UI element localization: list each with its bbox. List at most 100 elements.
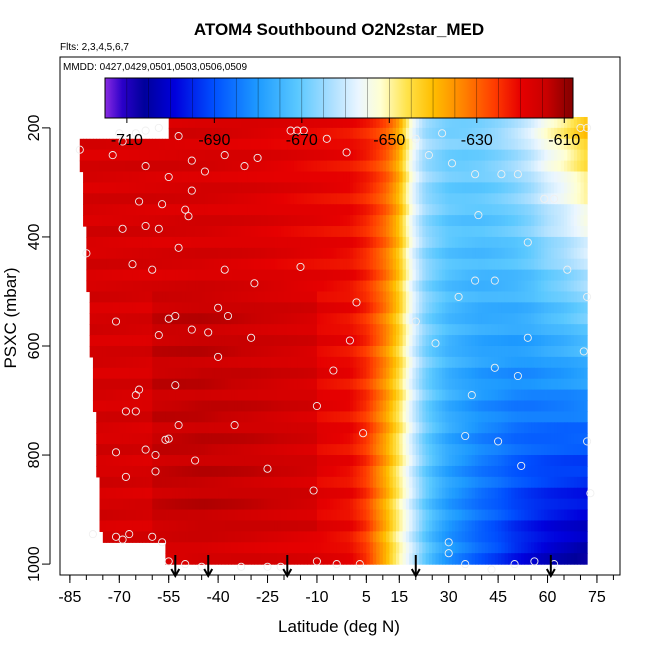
heatmap-cell [191,116,196,129]
heatmap-cell [583,335,588,347]
heatmap-cell [139,476,143,489]
heatmap-cell [560,389,565,402]
heatmap-cell [316,324,321,336]
heatmap-cell [468,465,473,478]
heatmap-cell [152,204,157,216]
heatmap-cell [300,149,305,162]
heatmap-cell [267,367,272,380]
heatmap-cell [142,313,147,325]
heatmap-cell [198,378,203,391]
heatmap-cell [468,269,473,282]
heatmap-cell [198,193,203,205]
heatmap-cell [168,422,173,434]
heatmap-cell [353,389,358,402]
heatmap-cell [191,269,196,282]
heatmap-cell [392,149,397,162]
heatmap-cell [125,422,130,434]
heatmap-cell [264,258,269,271]
heatmap-cell [547,324,552,336]
heatmap-cell [366,324,371,336]
heatmap-cell [386,313,391,325]
heatmap-cell [550,465,555,478]
heatmap-cell [583,138,588,151]
heatmap-cell [155,433,160,445]
heatmap-cell [145,313,150,325]
heatmap-cell [534,258,539,271]
heatmap-cell [228,171,232,184]
heatmap-cell [132,258,137,271]
heatmap-cell [310,280,315,293]
heatmap-cell [517,269,522,282]
heatmap-cell [224,367,229,380]
heatmap-cell [465,411,470,423]
heatmap-cell [511,465,516,478]
heatmap-cell [132,378,137,391]
heatmap-cell [191,422,196,434]
heatmap-cell [155,291,160,303]
heatmap-cell [461,160,466,173]
heatmap-cell [254,149,259,162]
heatmap-cell [264,356,269,369]
heatmap-cell [396,324,400,336]
heatmap-cell [343,378,348,391]
heatmap-cell [461,335,466,347]
heatmap-cell [458,367,463,380]
heatmap-cell [452,247,456,260]
heatmap-cell [211,215,216,227]
heatmap-cell [455,335,460,347]
heatmap-cell [445,258,450,271]
heatmap-cell [376,335,381,347]
heatmap-cell [399,215,404,227]
heatmap-cell [145,171,150,184]
heatmap-cell [86,171,91,184]
heatmap-cell [386,171,391,184]
heatmap-cell [363,247,367,260]
heatmap-cell [521,160,526,173]
heatmap-cell [214,313,219,325]
heatmap-cell [274,127,279,140]
heatmap-cell [109,171,114,184]
heatmap-cell [491,269,496,282]
heatmap-cell [567,280,572,293]
heatmap-cell [142,215,147,227]
heatmap-cell [356,345,361,358]
heatmap-cell [359,411,364,423]
heatmap-cell [254,236,259,249]
heatmap-cell [422,269,427,282]
heatmap-cell [465,247,470,260]
heatmap-cell [267,444,272,456]
heatmap-cell [287,411,292,423]
heatmap-cell [501,422,506,434]
heatmap-cell [396,149,400,162]
heatmap-cell [333,433,338,445]
heatmap-cell [521,400,526,413]
heatmap-cell [412,444,417,456]
heatmap-cell [504,258,509,271]
heatmap-cell [461,127,466,140]
heatmap-cell [580,160,585,173]
heatmap-cell [557,367,562,380]
heatmap-cell [514,193,519,205]
heatmap-cell [527,367,532,380]
heatmap-cell [284,204,288,216]
heatmap-cell [99,345,104,358]
heatmap-cell [465,236,470,249]
heatmap-cell [455,247,460,260]
heatmap-cell [287,367,292,380]
heatmap-cell [300,204,305,216]
heatmap-cell [313,247,318,260]
heatmap-cell [106,422,111,434]
heatmap-cell [310,302,315,314]
heatmap-cell [195,258,199,271]
heatmap-cell [316,182,321,194]
heatmap-cell [428,280,433,293]
heatmap-cell [195,455,199,467]
heatmap-cell [178,116,183,129]
heatmap-cell [494,138,499,151]
heatmap-cell [402,193,407,205]
heatmap-cell [106,313,111,325]
heatmap-cell [534,215,539,227]
heatmap-cell [379,193,384,205]
heatmap-cell [372,236,377,249]
heatmap-cell [409,389,414,402]
